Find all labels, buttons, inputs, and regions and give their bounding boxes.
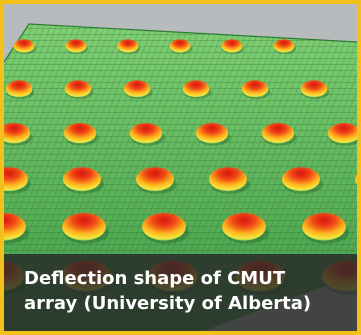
membrane-bump <box>4 213 26 241</box>
membrane-bump <box>182 80 210 98</box>
membrane-bump <box>136 167 174 192</box>
membrane-bump <box>123 80 151 98</box>
membrane-bump <box>64 80 92 98</box>
membrane-bump <box>273 39 295 53</box>
caption-box: Deflection shape of CMUT array (Universi… <box>4 254 357 331</box>
plate-edge <box>4 23 357 63</box>
membrane-bump <box>63 123 97 144</box>
membrane-bump <box>195 123 229 144</box>
membrane-bump <box>302 213 346 241</box>
membrane-bump <box>129 123 163 144</box>
membrane-bump <box>13 39 35 53</box>
caption-line-1: Deflection shape of CMUT <box>24 268 286 289</box>
membrane-bump <box>4 167 28 192</box>
membrane-bump <box>241 80 269 98</box>
membrane-bump <box>282 167 320 192</box>
membrane-bump <box>355 173 357 185</box>
membrane-bump <box>169 39 191 53</box>
membrane-bump <box>222 213 266 241</box>
membrane-bump <box>327 123 357 144</box>
membrane-bump <box>62 213 106 241</box>
membrane-bump <box>4 123 31 144</box>
membrane-bump <box>142 213 186 241</box>
membrane-bump <box>63 167 101 192</box>
membrane-bump <box>300 80 328 98</box>
caption-line-2: array (University of Alberta) <box>24 293 312 314</box>
membrane-bump <box>5 80 33 98</box>
membrane-bump <box>209 167 247 192</box>
membrane-bump <box>65 39 87 53</box>
membrane-bump <box>261 123 295 144</box>
membrane-bump <box>221 39 243 53</box>
membrane-bump <box>117 39 139 53</box>
